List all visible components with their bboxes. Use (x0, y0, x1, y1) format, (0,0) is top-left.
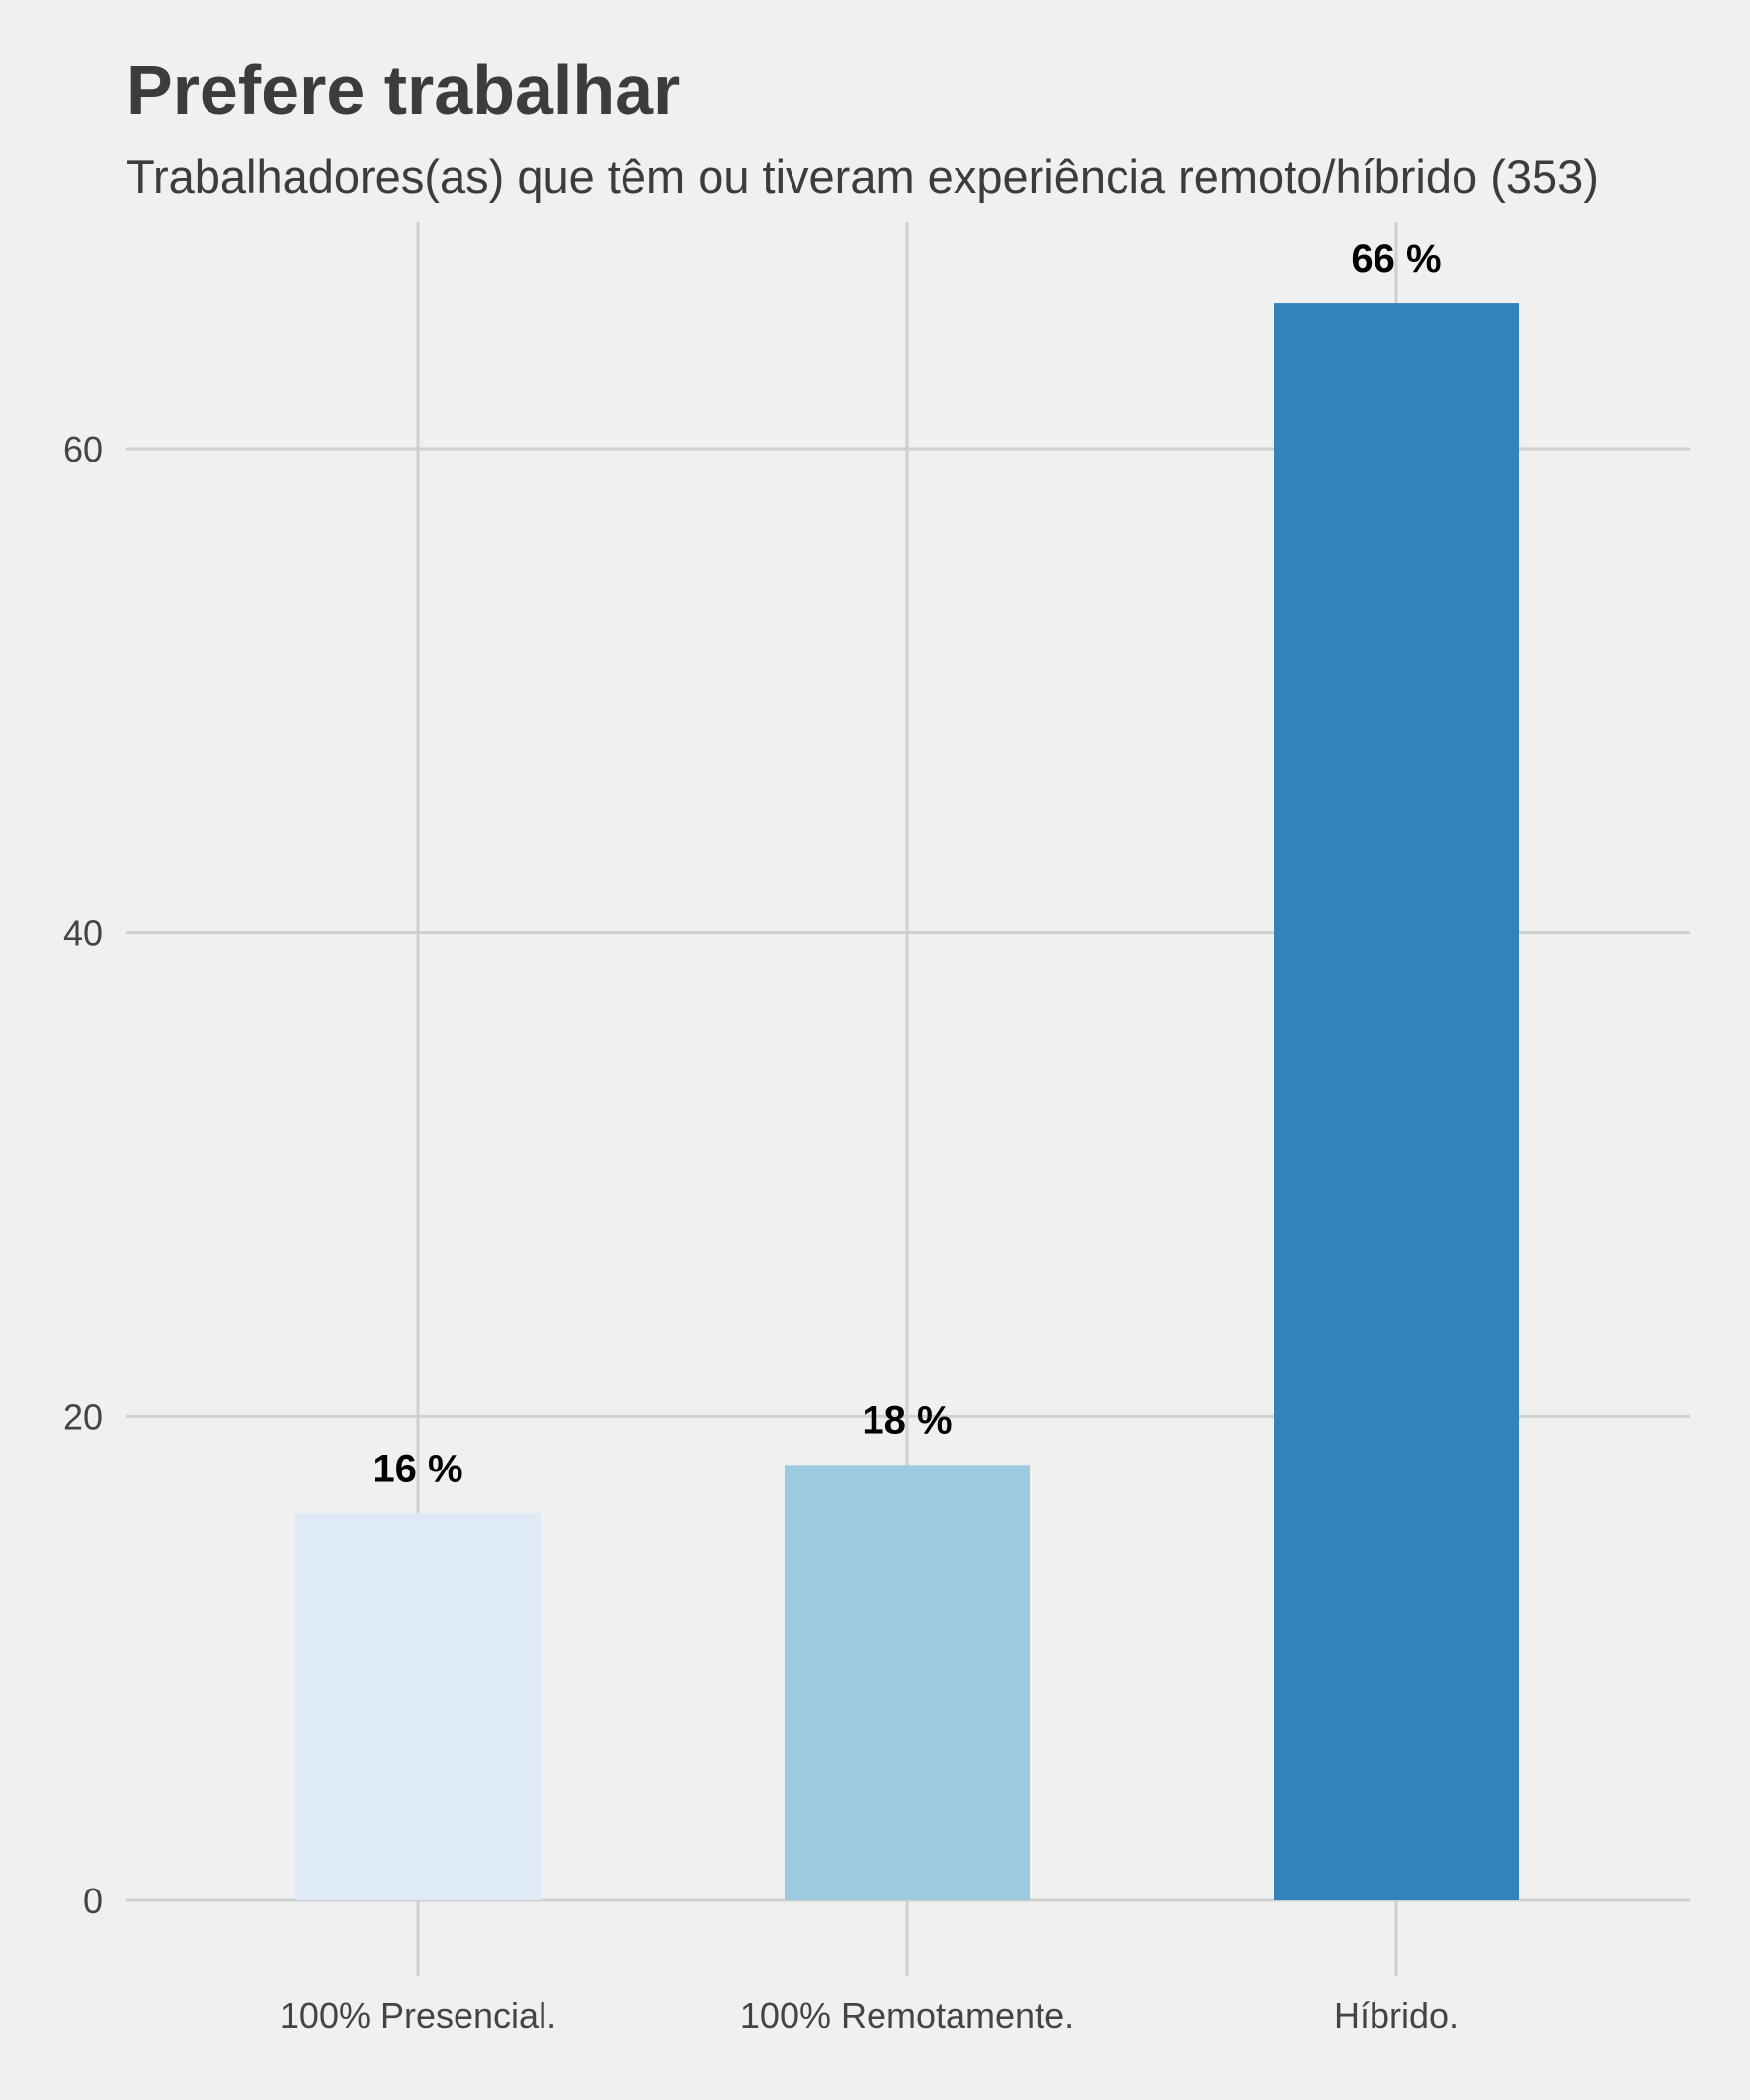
data-label: 18 % (862, 1398, 952, 1442)
bar-layer (295, 303, 1519, 1901)
y-tick-label: 20 (63, 1396, 103, 1437)
y-tick-label: 0 (83, 1881, 103, 1921)
label-layer: 0 20 40 60 16 % 100% Presencial. 18 % 100% Remo… (63, 237, 1458, 2036)
y-tick-label: 60 (63, 429, 103, 469)
chart-subtitle: Trabalhadores(as) que têm ou tiveram exp… (126, 150, 1599, 203)
x-tick-label: 100% Remotamente. (740, 1995, 1074, 2036)
data-label: 66 % (1351, 237, 1441, 281)
data-label: 16 % (373, 1447, 462, 1490)
chart-title: Prefere trabalhar (126, 51, 680, 128)
bar (785, 1465, 1030, 1900)
x-tick-label: Híbrido. (1334, 1995, 1458, 2036)
y-tick-label: 40 (63, 913, 103, 954)
x-tick-label: 100% Presencial. (280, 1995, 556, 2036)
bar (1274, 303, 1519, 1901)
bar (295, 1513, 541, 1900)
